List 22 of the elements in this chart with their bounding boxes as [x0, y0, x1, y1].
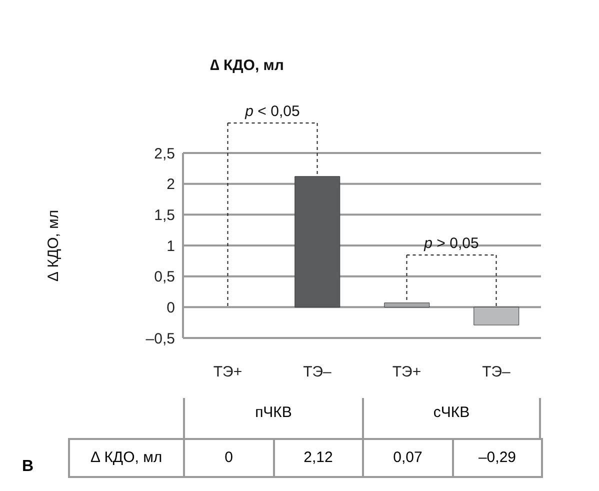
- y-tick-label: –0,5: [146, 330, 175, 348]
- y-axis-title: ∆ КДО, мл: [70, 440, 185, 476]
- text: ∆ КДО, мл: [45, 210, 62, 282]
- y-tick-label: 2,5: [154, 145, 175, 162]
- text: пЧКВ: [183, 398, 362, 438]
- y-tick-label: 1: [166, 238, 175, 255]
- x-tick-label: ТЭ+: [213, 364, 242, 381]
- chart-title: ∆ КДО, мл: [210, 57, 284, 74]
- text: сЧКВ: [362, 398, 541, 438]
- x-tick-label: ТЭ–: [303, 364, 332, 381]
- data-label: –0,29: [477, 448, 518, 468]
- data-label: 2,12: [274, 440, 364, 476]
- y-tick-label: 0,5: [154, 268, 175, 286]
- x-tick-label: ТЭ–: [482, 364, 512, 381]
- x-tick-label: ТЭ+: [392, 364, 422, 381]
- annotation: p > 0,05: [423, 235, 479, 252]
- text: p < 0,05: [244, 103, 300, 120]
- data-label: 0,07: [364, 440, 454, 476]
- y-tick-label: 0: [166, 299, 175, 316]
- y-tick-label: 2: [166, 176, 175, 194]
- text: В: [22, 458, 34, 476]
- y-tick-label: 1,5: [154, 206, 175, 224]
